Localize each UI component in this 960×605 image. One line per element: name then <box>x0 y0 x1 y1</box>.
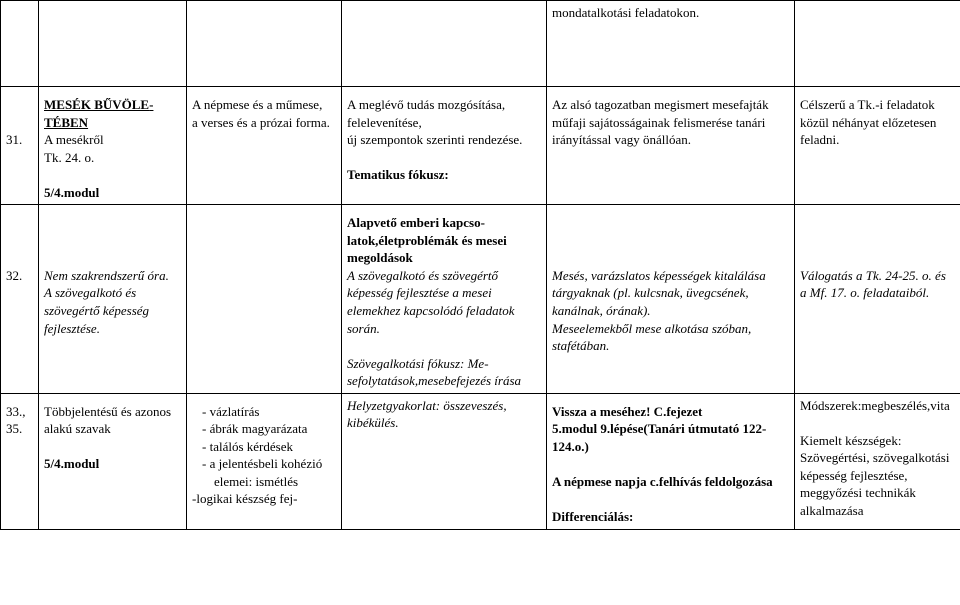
cell <box>39 1 187 87</box>
curriculum-table: mondatalkotási feladatokon. 31. MESÉK BŰ… <box>0 0 960 530</box>
cell <box>795 1 960 87</box>
text: Többjelentésű és azonos alakú szavak <box>44 404 171 437</box>
text: Tk. 24. o. <box>44 150 94 165</box>
text: A szövegalkotó és szöveg­értő képesség f… <box>347 268 515 336</box>
text: A meglévő tudás mozgósí­tása, felelevení… <box>347 97 522 147</box>
text: A népmese napja c.felhívás feldolgozása <box>552 474 773 489</box>
text: Szövegértési, szöveg­alkotási képesség f… <box>800 450 949 483</box>
bullet-list: vázlatírás ábrák magyaráza­ta találós ké… <box>192 403 336 491</box>
focus-heading: Alapvető emberi kapcso­latok,életproblém… <box>347 215 507 265</box>
text: Az alsó tagozatban megismert mesefajták … <box>552 97 769 147</box>
cell: A népmese és a műme­se, a verses és a pr… <box>187 87 342 205</box>
module-ref: 5/4.modul <box>44 456 99 471</box>
table-row: mondatalkotási feladatokon. <box>1 1 960 87</box>
cell-num: 33., 35. <box>1 393 39 529</box>
text: Meseelemekből mese alkotása szóban, staf… <box>552 321 751 354</box>
cell <box>187 205 342 393</box>
table-row: 32. Nem szakrendszerű óra. A szövegalkot… <box>1 205 960 393</box>
cell: MESÉK BŰVÖLE­TÉBEN A mesékről Tk. 24. o.… <box>39 87 187 205</box>
cell: Az alsó tagozatban megismert mesefajták … <box>547 87 795 205</box>
text: A mesékről <box>44 132 104 147</box>
cell-num <box>1 1 39 87</box>
cell-num: 31. <box>1 87 39 205</box>
cell: Többjelentésű és azonos alakú szavak 5/4… <box>39 393 187 529</box>
cell: Célszerű a Tk.-i fel­adatok közül néhá­n… <box>795 87 960 205</box>
text: Helyzetgyakorlat: összeve­szés, kibékülé… <box>347 398 507 431</box>
text: A népmese és a műme­se, a verses és a pr… <box>192 97 330 130</box>
table-row: 33., 35. Többjelentésű és azonos alakú s… <box>1 393 960 529</box>
cell: Helyzetgyakorlat: összeve­szés, kibékülé… <box>342 393 547 529</box>
text: Módsze­rek:megbeszélés,vita <box>800 398 950 413</box>
list-item: ábrák magyaráza­ta <box>214 420 336 438</box>
cell-num: 32. <box>1 205 39 393</box>
text: A szövegalkotó és szövegértő képesség fe… <box>44 285 149 335</box>
focus-label: Tematikus fókusz: <box>347 167 449 182</box>
text: Célszerű a Tk.-i fel­adatok közül néhá­n… <box>800 97 936 147</box>
cell: A meglévő tudás mozgósí­tása, felelevení… <box>342 87 547 205</box>
cell: mondatalkotási feladatokon. <box>547 1 795 87</box>
lesson-number: 32. <box>6 268 22 283</box>
cell: Vissza a meséhez! C.fejezet 5.modul 9.lé… <box>547 393 795 529</box>
lesson-number: 33., 35. <box>6 404 26 437</box>
cell <box>342 1 547 87</box>
cell: Mesés, varázslatos képességek kitalálása… <box>547 205 795 393</box>
module-ref: 5/4.modul <box>44 185 99 200</box>
cell: Módsze­rek:megbeszélés,vita Kiemelt kész… <box>795 393 960 529</box>
cell: vázlatírás ábrák magyaráza­ta találós ké… <box>187 393 342 529</box>
text: Differenciálás: <box>552 509 633 524</box>
text: Szövegalkotási fókusz: Me­sefolytatások,… <box>347 356 521 389</box>
cell: Alapvető emberi kapcso­latok,életproblém… <box>342 205 547 393</box>
text: Vissza a meséhez! C.fejezet <box>552 404 702 419</box>
table-row: 31. MESÉK BŰVÖLE­TÉBEN A mesékről Tk. 24… <box>1 87 960 205</box>
list-item: a jelentésbeli ko­hézió elemei: is­métlé… <box>214 455 336 490</box>
cell: Válogatás a Tk. 24-25. o. és a Mf. 17. o… <box>795 205 960 393</box>
list-item: találós kérdések <box>214 438 336 456</box>
text: -logikai készség fej- <box>192 491 297 506</box>
text: Nem szakrendszerű óra. <box>44 268 169 283</box>
topic-title: MESÉK BŰVÖLE­TÉBEN <box>44 97 153 130</box>
cell <box>187 1 342 87</box>
text: Válogatás a Tk. 24-25. o. és a Mf. 17. o… <box>800 268 946 301</box>
text: mondatalkotási feladatokon. <box>552 5 699 20</box>
lesson-number: 31. <box>6 132 22 147</box>
list-item: vázlatírás <box>214 403 336 421</box>
text: meggyőzési technikák alkalmazása <box>800 485 916 518</box>
text: Kiemelt készségek: <box>800 433 901 448</box>
text: Mesés, varázslatos képességek kitalálása… <box>552 268 766 318</box>
text: 5.modul 9.lépése(Tanári útmu­tató 122-12… <box>552 421 766 454</box>
cell: Nem szakrendszerű óra. A szövegalkotó és… <box>39 205 187 393</box>
